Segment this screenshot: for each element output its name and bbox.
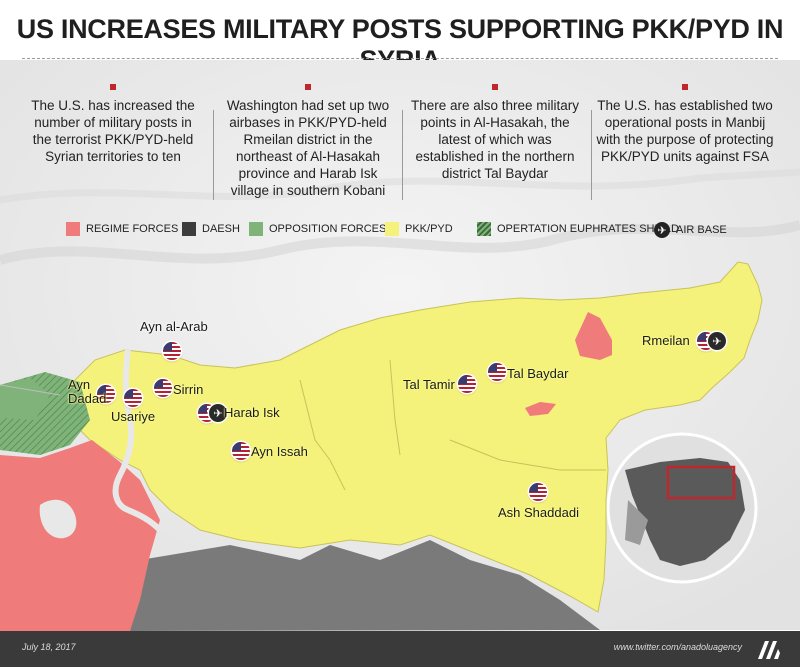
legend-air-base: ✈ AIR BASE <box>654 222 727 238</box>
place-ayn-issah: Ayn Issah <box>251 444 308 459</box>
info-marker <box>682 84 688 90</box>
place-rmeilan: Rmeilan <box>642 333 690 348</box>
inset-highlight-box <box>666 465 736 500</box>
regime-pocket-hasakah <box>525 402 556 416</box>
place-ash-shaddadi: Ash Shaddadi <box>498 505 579 520</box>
info-separator <box>402 110 403 200</box>
info-marker <box>110 84 116 90</box>
inset-locator-map <box>606 432 758 584</box>
us-flag-icon <box>154 379 172 397</box>
info-box-hasakah-points: There are also three military points in … <box>405 84 585 182</box>
legend-swatch <box>477 222 491 236</box>
us-flag-icon <box>232 442 250 460</box>
us-flag-icon <box>163 342 181 360</box>
place-tal-tamir: Tal Tamir <box>403 377 455 392</box>
legend-swatch <box>66 222 80 236</box>
legend-swatch <box>182 222 196 236</box>
place-sirrin: Sirrin <box>173 382 204 397</box>
legend-euphrates-shield: OPERTATION EUPHRATES SHIELD <box>477 222 679 236</box>
us-flag-icon <box>529 483 547 501</box>
footer-bar: July 18, 2017 www.twitter.com/anadoluage… <box>0 631 800 667</box>
legend-swatch <box>385 222 399 236</box>
place-tal-baydar: Tal Baydar <box>507 366 569 381</box>
us-flag-icon <box>124 389 142 407</box>
info-separator <box>591 110 592 200</box>
map-legend: REGIME FORCES DAESH OPPOSITION FORCES PK… <box>0 222 800 244</box>
legend-opposition-forces: OPPOSITION FORCES <box>249 222 386 236</box>
anadolu-logo-icon <box>758 641 780 659</box>
title-divider <box>22 58 778 59</box>
us-flag-icon <box>488 363 506 381</box>
info-box-military-posts: The U.S. has increased the number of mil… <box>23 84 203 165</box>
syria-map <box>0 261 763 631</box>
info-separator <box>213 110 214 200</box>
plane-icon: ✈ <box>209 404 227 422</box>
us-flag-icon <box>458 375 476 393</box>
place-ayn-al-arab: Ayn al-Arab <box>140 319 208 334</box>
place-ayn-dadad: Ayn Dadad <box>68 377 107 406</box>
lake-assad <box>39 499 77 539</box>
place-harab-isk: Harab Isk <box>224 405 280 420</box>
legend-daesh: DAESH <box>182 222 240 236</box>
info-box-airbases: Washington had set up two airbases in PK… <box>218 84 398 199</box>
footer-date: July 18, 2017 <box>22 642 76 652</box>
info-marker <box>492 84 498 90</box>
place-usariye: Usariye <box>111 409 156 424</box>
regime-pocket-qamishli <box>575 312 612 360</box>
opposition-region <box>0 378 50 420</box>
footer-twitter-link[interactable]: www.twitter.com/anadoluagency <box>613 642 742 652</box>
plane-icon: ✈ <box>654 222 670 238</box>
daesh-region <box>130 540 600 631</box>
legend-pkk-pyd: PKK/PYD <box>385 222 453 236</box>
info-box-manbij-posts: The U.S. has established two operational… <box>595 84 775 165</box>
legend-swatch <box>249 222 263 236</box>
plane-icon: ✈ <box>708 332 726 350</box>
us-flag-icon <box>97 385 115 403</box>
info-marker <box>305 84 311 90</box>
legend-regime-forces: REGIME FORCES <box>66 222 178 236</box>
regime-region <box>0 440 160 631</box>
